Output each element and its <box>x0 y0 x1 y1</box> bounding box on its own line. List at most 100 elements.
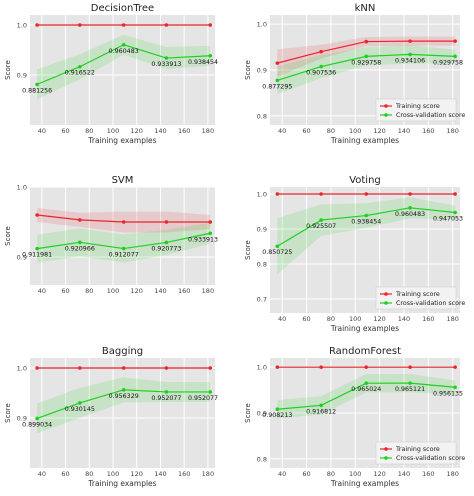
training-score-point <box>208 23 213 27</box>
training-score-point <box>35 366 39 370</box>
data-label: 0.952077 <box>151 395 181 402</box>
legend-label: Cross-validation score <box>396 300 465 307</box>
x-tick-label: 140 <box>154 470 166 478</box>
y-tick-label: 0.7 <box>257 296 267 304</box>
x-tick-label: 40 <box>38 470 46 478</box>
validation-score-point <box>319 64 323 69</box>
validation-score-point <box>453 54 457 59</box>
x-tick-label: 100 <box>349 127 361 135</box>
x-tick-label: 100 <box>107 127 119 135</box>
x-tick-label: 80 <box>327 470 335 478</box>
x-tick-label: 40 <box>38 127 46 135</box>
y-tick-label: 0.8 <box>257 261 267 269</box>
x-tick-label: 180 <box>446 315 458 323</box>
x-tick-label: 80 <box>85 127 93 135</box>
validation-score-point <box>453 210 457 215</box>
x-tick-label: 120 <box>373 470 385 478</box>
legend-marker <box>384 292 388 296</box>
validation-score-point <box>208 390 213 394</box>
x-tick-label: 140 <box>398 315 410 323</box>
data-label: 0.960483 <box>109 48 139 55</box>
panel-voting: 0.7 0.8 0.9 1.0 40 60 80 100 120 140 160 180 Voting S… <box>244 175 465 333</box>
training-score-point <box>35 213 39 217</box>
training-score-point <box>164 23 169 27</box>
legend: Training score Cross-validation score <box>375 441 465 465</box>
x-tick-label: 140 <box>398 470 410 478</box>
x-tick-label: 100 <box>349 470 361 478</box>
training-score-point <box>78 218 82 222</box>
data-label: 0.933913 <box>151 61 181 68</box>
legend-label: Cross-validation score <box>396 112 465 119</box>
training-score-point <box>364 39 369 44</box>
x-tick-label: 180 <box>202 127 214 135</box>
validation-score-point <box>364 381 369 385</box>
chart-title: RandomForest <box>329 346 401 357</box>
data-label: 0.938454 <box>351 219 381 226</box>
training-score-point <box>121 220 126 224</box>
validation-score-point <box>78 64 82 69</box>
y-tick-label: 1.0 <box>17 184 27 192</box>
y-tick-label: 0.9 <box>257 226 267 234</box>
data-label: 0.929758 <box>433 59 463 66</box>
data-label: 0.920966 <box>65 245 95 252</box>
training-score-point <box>453 39 457 43</box>
x-tick-label: 160 <box>178 470 190 478</box>
y-axis-label: Score <box>4 403 12 423</box>
x-tick-label: 140 <box>154 287 166 295</box>
chart-title: Voting <box>349 175 381 186</box>
training-score-point <box>208 366 213 370</box>
legend-marker <box>384 104 388 108</box>
data-label: 0.952077 <box>188 395 218 402</box>
x-tick-label: 140 <box>398 127 410 135</box>
data-label: 0.960483 <box>395 211 425 218</box>
panel-knn: 0.8 0.9 1.0 40 60 80 100 120 140 160 180 kNN Score Tr… <box>244 3 465 145</box>
training-score-point <box>164 220 169 224</box>
validation-score-band <box>277 45 456 95</box>
validation-score-point <box>275 78 280 83</box>
chart-title: SVM <box>112 175 134 186</box>
x-tick-label: 100 <box>107 470 119 478</box>
validation-score-band <box>37 34 211 100</box>
training-score-point <box>121 366 126 370</box>
data-label: 0.930145 <box>65 406 95 413</box>
x-tick-label: 100 <box>349 315 361 323</box>
legend-marker <box>384 447 388 451</box>
validation-score-point <box>275 244 280 249</box>
validation-score-band <box>277 197 456 275</box>
x-tick-label: 40 <box>278 470 286 478</box>
y-axis-label: Score <box>4 60 12 80</box>
training-score-point <box>364 192 369 196</box>
y-tick-label: 0.9 <box>17 254 27 262</box>
validation-score-point <box>35 416 39 421</box>
x-tick-label: 80 <box>85 470 93 478</box>
validation-score-point <box>121 388 126 392</box>
data-label: 0.850725 <box>262 249 292 256</box>
training-score-point <box>453 192 457 196</box>
x-axis-label: Training examples <box>330 324 399 333</box>
x-tick-label: 40 <box>278 315 286 323</box>
validation-score-band <box>37 222 211 263</box>
legend-box <box>375 286 457 310</box>
x-tick-label: 100 <box>107 287 119 295</box>
data-label: 0.929758 <box>351 59 381 66</box>
x-axis-label: Training examples <box>330 479 399 488</box>
x-tick-label: 160 <box>422 127 434 135</box>
x-tick-label: 60 <box>302 127 310 135</box>
legend-label: Cross-validation score <box>396 455 465 462</box>
data-label: 0.911981 <box>22 252 52 259</box>
legend-box <box>375 441 457 465</box>
training-score-point <box>319 49 323 54</box>
training-score-point <box>319 192 323 196</box>
x-tick-label: 160 <box>422 470 434 478</box>
legend-marker <box>384 301 388 305</box>
data-label: 0.938454 <box>188 59 218 66</box>
y-tick-label: 1.0 <box>17 22 27 30</box>
validation-score-point <box>164 56 169 60</box>
training-score-point <box>408 365 412 369</box>
validation-score-point <box>408 52 412 57</box>
validation-score-point <box>78 401 82 405</box>
legend-label: Training score <box>395 103 440 110</box>
data-label: 0.916522 <box>65 70 95 77</box>
data-label: 0.912077 <box>109 252 139 259</box>
